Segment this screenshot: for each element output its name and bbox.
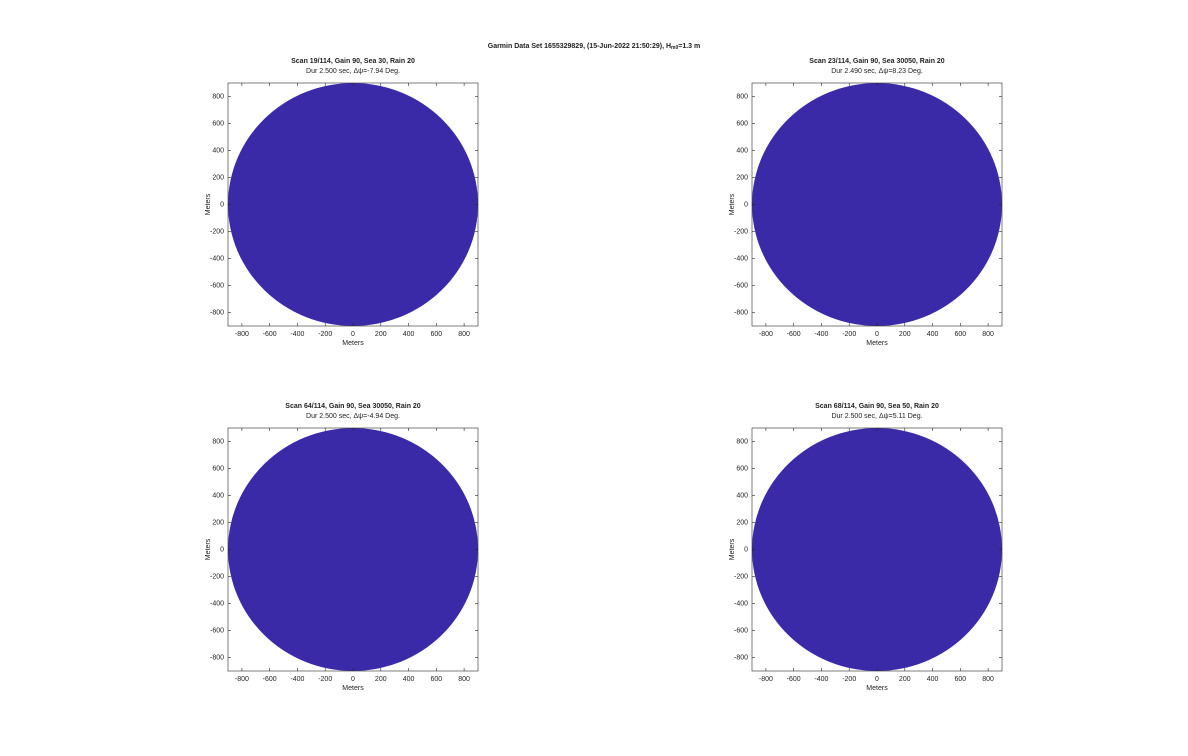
y-tick-label: 600 [736,120,748,127]
x-tick-label: -600 [263,676,277,683]
y-tick-label: -400 [210,255,224,262]
y-tick-label: 400 [736,147,748,154]
x-tick-label: 800 [458,331,470,338]
x-tick-label: -600 [787,676,801,683]
x-tick-label: 200 [899,331,911,338]
x-tick-label: -400 [290,331,304,338]
x-tick-label: -200 [318,331,332,338]
y-tick-label: -800 [734,309,748,316]
x-tick-label: -200 [842,331,856,338]
y-tick-label: 800 [736,438,748,445]
y-axis-label: Meters [205,538,212,560]
x-tick-label: 600 [954,676,966,683]
x-tick-label: 200 [899,676,911,683]
y-tick-label: -400 [734,600,748,607]
y-tick-label: 400 [736,492,748,499]
x-tick-label: -800 [759,676,773,683]
x-tick-label: -800 [235,676,249,683]
suptitle-sub: m0 [671,45,678,51]
x-axis-label: Meters [866,685,888,692]
radar-disk [228,428,478,671]
suptitle: Garmin Data Set 1655329829, (15-Jun-2022… [488,43,701,51]
y-tick-label: -800 [210,654,224,661]
x-tick-label: 600 [430,676,442,683]
y-tick-label: -200 [734,228,748,235]
y-tick-label: 0 [220,546,224,553]
y-axis-label: Meters [205,193,212,215]
x-tick-label: 600 [954,331,966,338]
x-tick-label: -800 [235,331,249,338]
y-tick-label: 200 [212,174,224,181]
x-tick-label: 400 [927,676,939,683]
x-tick-label: 400 [403,676,415,683]
y-tick-label: -400 [210,600,224,607]
plot-title: Scan 64/114, Gain 90, Sea 30050, Rain 20 [285,403,421,410]
radar-disk [752,428,1002,671]
suptitle-main: Garmin Data Set 1655329829, (15-Jun-2022… [488,43,671,50]
x-tick-label: -600 [787,331,801,338]
x-tick-label: -400 [814,331,828,338]
y-tick-label: 800 [212,93,224,100]
y-axis-label: Meters [729,193,736,215]
x-tick-label: -200 [842,676,856,683]
y-tick-label: 600 [212,120,224,127]
x-axis-label: Meters [342,685,364,692]
plot-subtitle: Dur 2.500 sec, Δψ=-7.94 Deg. [306,68,400,75]
y-tick-label: -800 [734,654,748,661]
plot-title: Scan 68/114, Gain 90, Sea 50, Rain 20 [815,403,939,410]
y-tick-label: -200 [210,228,224,235]
x-tick-label: -800 [759,331,773,338]
y-axis-label: Meters [729,538,736,560]
x-tick-label: 0 [875,331,879,338]
x-tick-label: 0 [351,331,355,338]
y-tick-label: -400 [734,255,748,262]
radar-disk [752,83,1002,326]
x-tick-label: 400 [403,331,415,338]
y-tick-label: 800 [736,93,748,100]
x-tick-label: 0 [875,676,879,683]
y-tick-label: 800 [212,438,224,445]
y-tick-label: 600 [212,465,224,472]
x-tick-label: 200 [375,676,387,683]
y-tick-label: -600 [210,282,224,289]
radar-disk [228,83,478,326]
y-tick-label: -600 [734,282,748,289]
y-tick-label: 200 [736,519,748,526]
y-tick-label: -600 [734,627,748,634]
plot-subtitle: Dur 2.500 sec, Δψ=5.11 Deg. [831,413,922,420]
x-tick-label: 800 [982,676,994,683]
y-tick-label: 0 [744,201,748,208]
x-tick-label: 0 [351,676,355,683]
y-tick-label: 400 [212,492,224,499]
x-tick-label: -400 [290,676,304,683]
plot-subtitle: Dur 2.490 sec, Δψ=8.23 Deg. [831,68,923,75]
x-axis-label: Meters [342,340,364,347]
y-tick-label: -600 [210,627,224,634]
plot-title: Scan 23/114, Gain 90, Sea 30050, Rain 20 [809,58,945,65]
y-tick-label: -200 [210,573,224,580]
plot-title: Scan 19/114, Gain 90, Sea 30, Rain 20 [291,58,415,65]
x-tick-label: -400 [814,676,828,683]
x-tick-label: 200 [375,331,387,338]
y-tick-label: 400 [212,147,224,154]
x-tick-label: 600 [430,331,442,338]
x-tick-label: -200 [318,676,332,683]
x-tick-label: 400 [927,331,939,338]
x-tick-label: -600 [263,331,277,338]
y-tick-label: -800 [210,309,224,316]
y-tick-label: 200 [736,174,748,181]
y-tick-label: 600 [736,465,748,472]
y-tick-label: 200 [212,519,224,526]
plot-subtitle: Dur 2.500 sec, Δψ=-4.94 Deg. [306,413,400,420]
y-tick-label: 0 [744,546,748,553]
x-tick-label: 800 [458,676,470,683]
suptitle-rest: =1.3 m [678,43,700,50]
x-axis-label: Meters [866,340,888,347]
y-tick-label: -200 [734,573,748,580]
x-tick-label: 800 [982,331,994,338]
y-tick-label: 0 [220,201,224,208]
